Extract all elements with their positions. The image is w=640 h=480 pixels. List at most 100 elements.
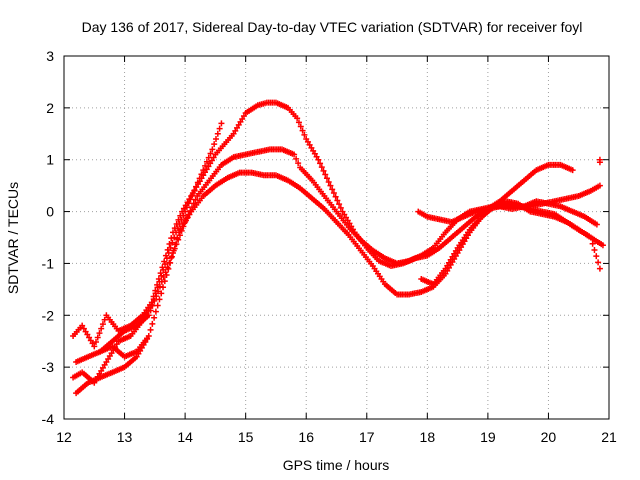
x-axis-label: GPS time / hours	[283, 457, 390, 473]
data-point	[295, 119, 302, 126]
data-point	[593, 253, 600, 260]
data-point	[317, 160, 324, 167]
data-point	[595, 259, 602, 266]
data-point	[155, 275, 162, 282]
data-point	[166, 240, 173, 247]
data-point	[162, 269, 169, 276]
data-point	[212, 135, 219, 142]
data-point	[184, 199, 191, 206]
data-point	[177, 212, 184, 219]
data-point	[160, 284, 167, 291]
data-point	[152, 308, 159, 315]
data-point	[186, 196, 193, 203]
data-point	[165, 265, 172, 272]
data-point	[327, 182, 334, 189]
data-point	[599, 242, 606, 249]
x-tick-label: 19	[480, 429, 496, 445]
data-point	[323, 175, 330, 182]
data-point	[158, 290, 165, 297]
data-point	[596, 182, 603, 189]
data-point	[301, 131, 308, 138]
data-point	[173, 221, 180, 228]
data-point	[176, 232, 183, 239]
data-point	[98, 325, 105, 332]
data-point	[99, 321, 106, 328]
series-track-e	[415, 198, 600, 228]
data-point	[593, 221, 600, 228]
y-tick-label: -4	[42, 411, 55, 427]
x-tick-label: 17	[359, 429, 375, 445]
data-point	[167, 259, 174, 266]
data-point	[101, 316, 108, 323]
data-point	[329, 186, 336, 193]
y-tick-label: -3	[42, 359, 55, 375]
x-tick-label: 13	[117, 429, 133, 445]
data-point	[337, 204, 344, 211]
data-point	[320, 167, 327, 174]
data-point	[294, 115, 301, 122]
data-point	[596, 159, 603, 166]
data-point	[96, 330, 103, 337]
data-point	[171, 225, 178, 232]
x-tick-label: 21	[601, 429, 617, 445]
data-point	[147, 326, 154, 333]
data-point	[214, 130, 221, 137]
data-point	[315, 156, 322, 163]
data-point	[159, 264, 166, 271]
data-point	[149, 320, 156, 327]
data-point	[149, 302, 156, 309]
data-point	[297, 123, 304, 130]
data-point	[207, 150, 214, 157]
y-tick-label: 1	[46, 152, 54, 168]
y-tick-label: 0	[46, 204, 54, 220]
data-point	[163, 272, 170, 279]
y-axis-label: SDTVAR / TECUs	[5, 182, 21, 294]
data-point	[330, 190, 337, 197]
data-points	[70, 99, 606, 397]
data-point	[155, 288, 162, 295]
plot-frame	[63, 55, 610, 420]
grid	[64, 56, 609, 419]
y-tick-label: 3	[46, 48, 54, 64]
data-point	[216, 125, 223, 132]
data-point	[332, 193, 339, 200]
data-point	[168, 254, 175, 261]
data-point	[591, 246, 598, 253]
chart-title: Day 136 of 2017, Sidereal Day-to-day VTE…	[82, 19, 583, 35]
data-point	[172, 241, 179, 248]
data-point	[161, 258, 168, 265]
data-point	[156, 296, 163, 303]
data-point	[170, 247, 177, 254]
data-point	[318, 164, 325, 171]
data-point	[175, 216, 182, 223]
series-track-g	[596, 156, 603, 166]
data-point	[168, 253, 175, 260]
data-point	[93, 338, 100, 345]
x-tick-label: 16	[298, 429, 314, 445]
data-point	[325, 178, 332, 185]
data-point	[157, 270, 164, 277]
x-tick-label: 18	[420, 429, 436, 445]
series-track-f	[97, 198, 603, 360]
data-point	[151, 314, 158, 321]
data-point	[179, 208, 186, 215]
data-point	[162, 252, 169, 259]
data-point	[170, 229, 176, 236]
y-tick-label: -2	[42, 307, 55, 323]
data-point	[203, 158, 210, 165]
data-point	[180, 205, 187, 212]
x-tick-label: 15	[238, 429, 254, 445]
data-point	[161, 278, 168, 285]
y-tick-label: -1	[42, 255, 55, 271]
x-tick-label: 12	[56, 429, 72, 445]
data-point	[144, 335, 151, 342]
data-point	[211, 141, 218, 148]
data-point	[145, 312, 152, 319]
x-tick-label: 20	[541, 429, 557, 445]
data-point	[569, 167, 576, 174]
data-point	[209, 146, 216, 153]
data-point	[153, 293, 160, 300]
data-point	[91, 343, 98, 350]
